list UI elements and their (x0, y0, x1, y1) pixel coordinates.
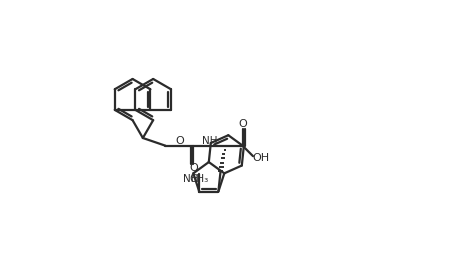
Text: O: O (189, 163, 197, 173)
Text: OH: OH (252, 153, 268, 163)
Text: CH₃: CH₃ (189, 174, 208, 184)
Text: O: O (175, 136, 184, 146)
Text: O: O (238, 119, 247, 129)
Text: NH: NH (201, 136, 217, 146)
Text: NH: NH (182, 174, 198, 184)
